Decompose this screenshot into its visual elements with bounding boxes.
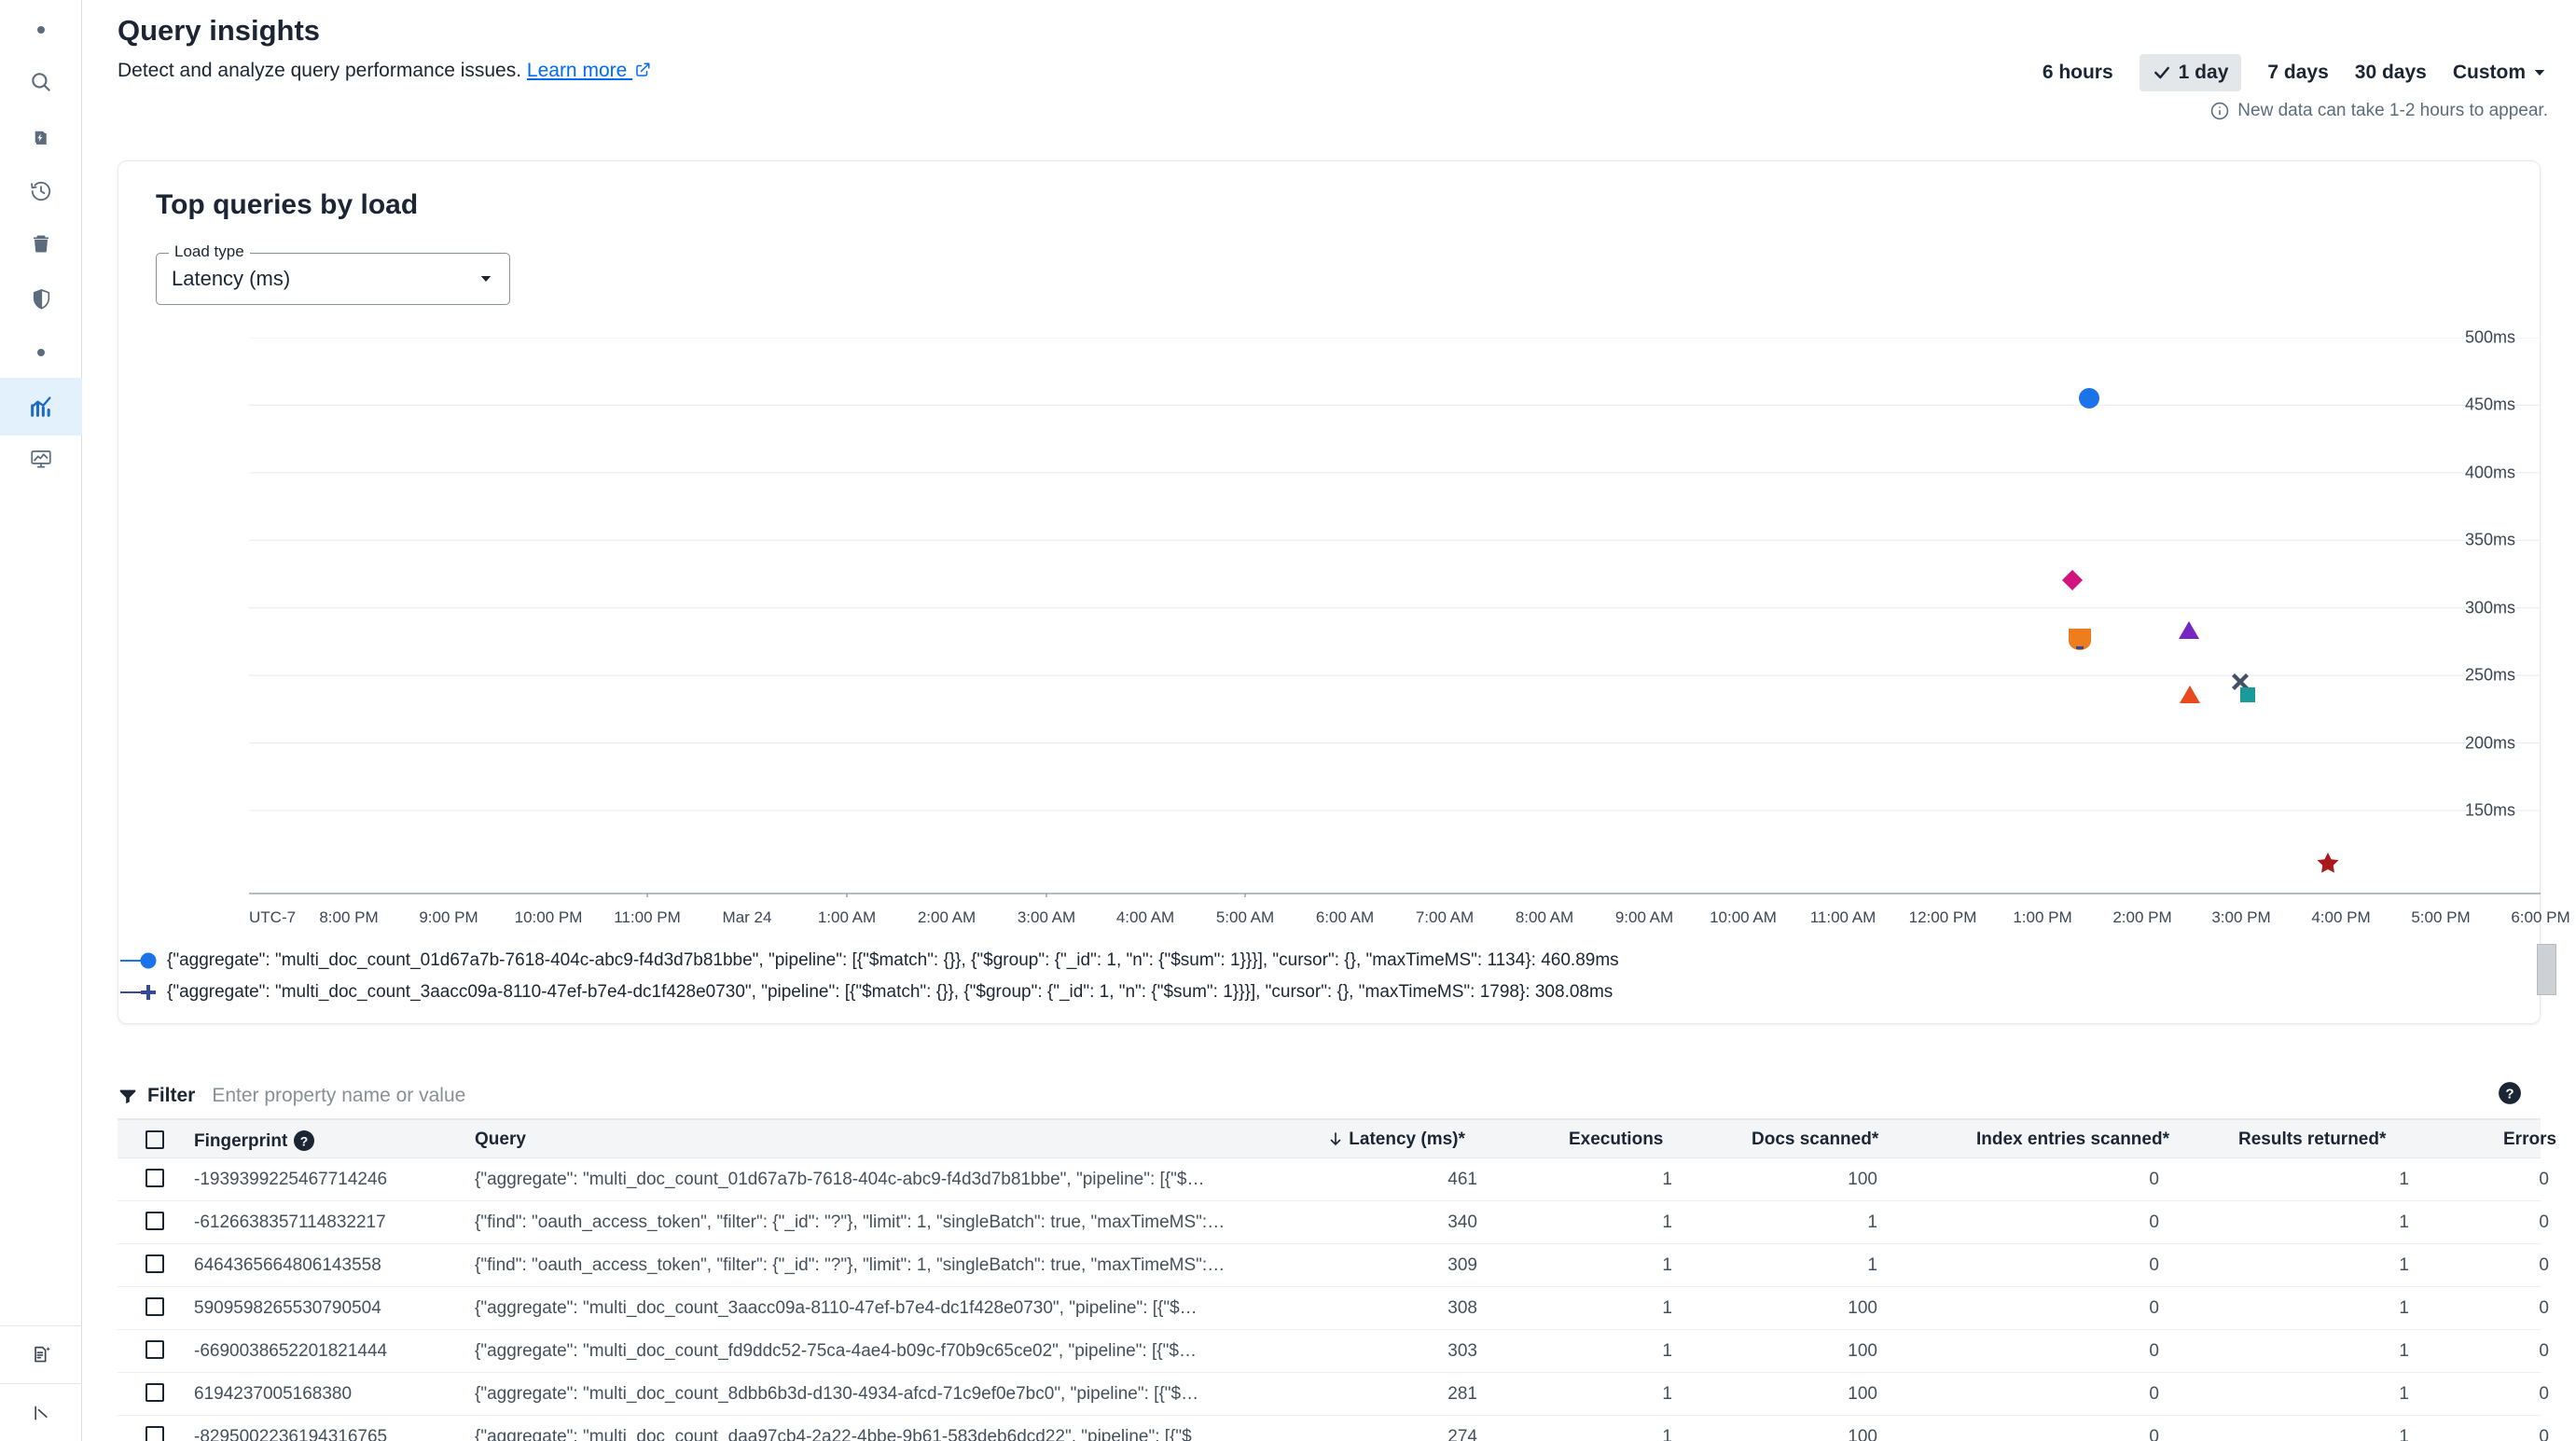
svg-text:?: ? <box>299 1133 308 1148</box>
svg-text:?: ? <box>2505 1086 2514 1102</box>
